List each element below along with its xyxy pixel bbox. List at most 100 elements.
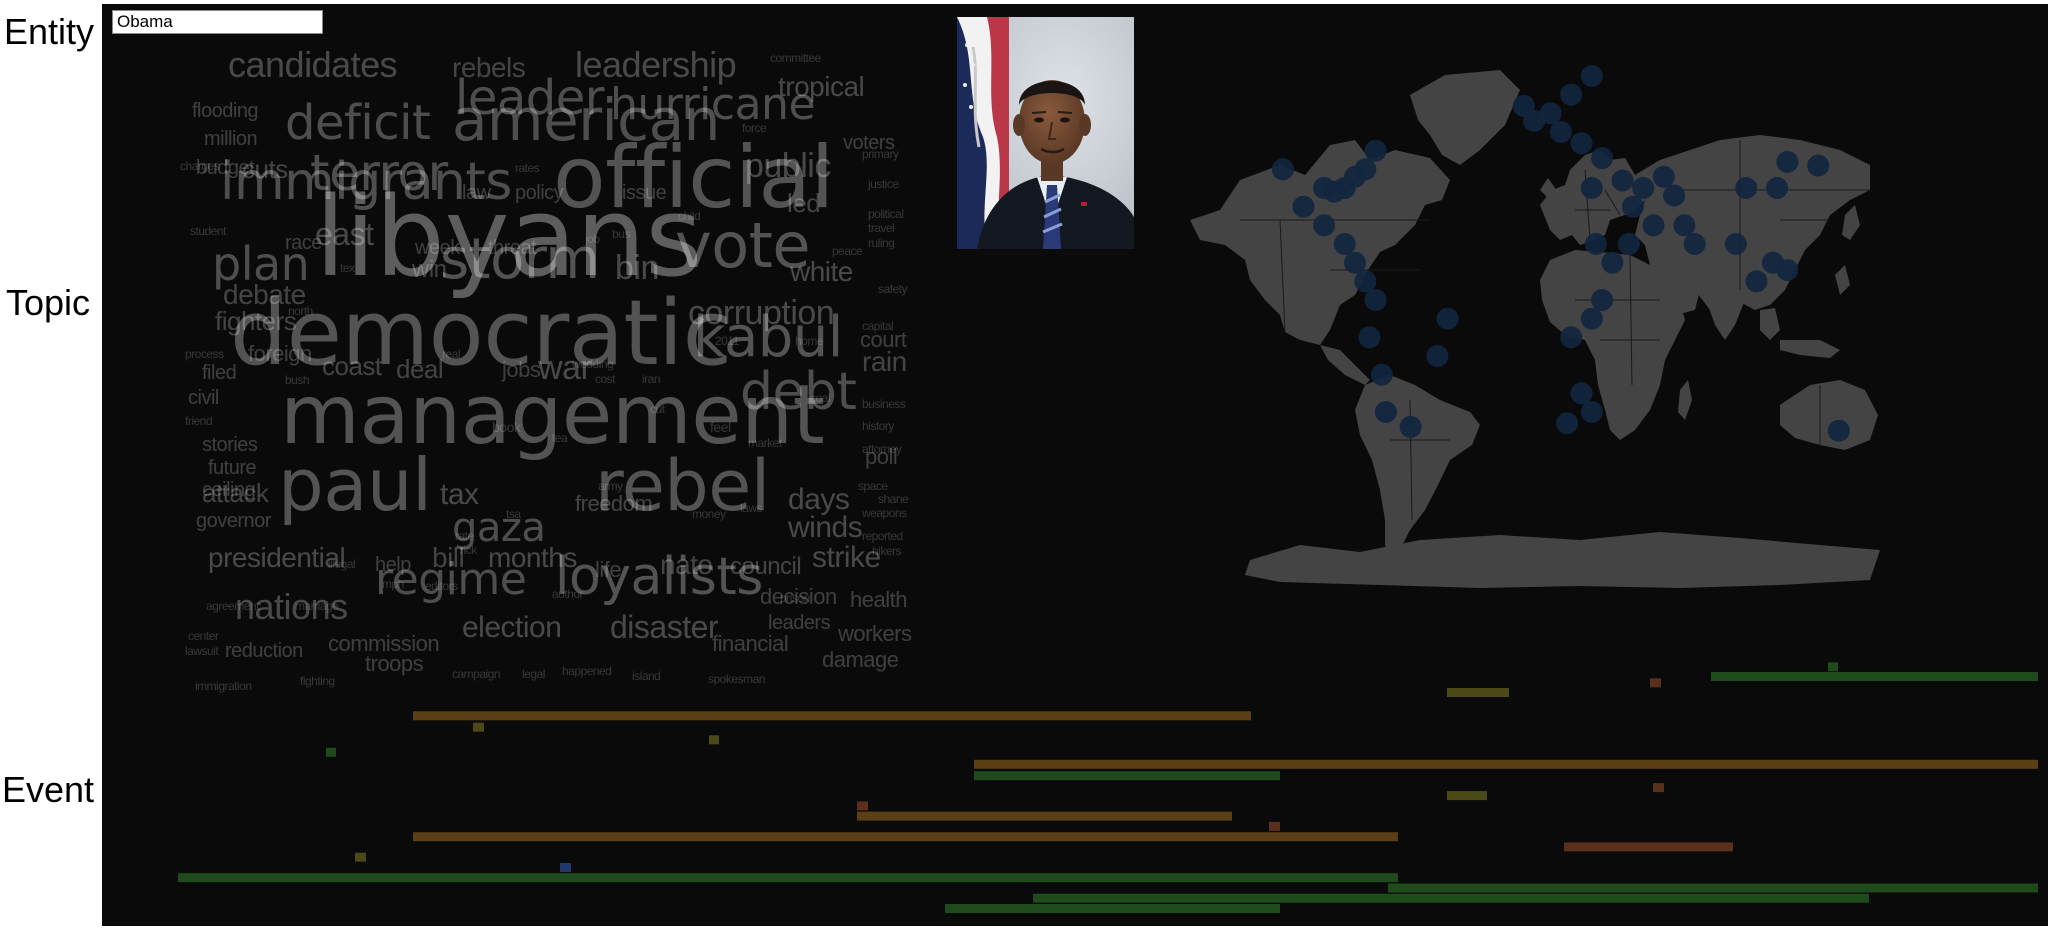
map-marker[interactable]: [1374, 401, 1397, 423]
map-marker[interactable]: [1271, 158, 1294, 181]
event-bar[interactable]: [1564, 842, 1733, 852]
map-marker[interactable]: [1580, 307, 1603, 330]
topic-word[interactable]: child: [678, 208, 701, 223]
map-marker[interactable]: [1344, 251, 1366, 274]
topic-word[interactable]: council: [730, 552, 802, 580]
topic-word[interactable]: author: [552, 586, 584, 601]
topic-word[interactable]: fighters: [215, 305, 297, 336]
map-marker[interactable]: [1580, 177, 1603, 199]
topic-word[interactable]: days: [788, 482, 850, 516]
topic-word[interactable]: immigration: [195, 678, 252, 693]
topic-word[interactable]: months: [488, 542, 577, 574]
event-bar[interactable]: [974, 759, 2038, 769]
map-marker[interactable]: [1354, 158, 1377, 181]
topic-word[interactable]: budget: [196, 157, 255, 179]
topic-word[interactable]: bin: [615, 249, 659, 288]
topic-word[interactable]: troops: [365, 651, 424, 677]
topic-word[interactable]: life: [595, 557, 622, 583]
topic-word[interactable]: rain: [862, 346, 907, 378]
topic-word[interactable]: war: [538, 349, 592, 388]
topic-word[interactable]: space: [858, 478, 888, 493]
topic-word[interactable]: management: [280, 368, 825, 464]
map-marker[interactable]: [1292, 195, 1315, 218]
topic-word[interactable]: immigrants: [220, 151, 512, 212]
topic-word[interactable]: wedding: [572, 356, 614, 371]
event-bar[interactable]: [355, 852, 366, 862]
map-marker[interactable]: [1399, 415, 1422, 438]
event-bar[interactable]: [1653, 783, 1664, 793]
topic-word[interactable]: presidential: [208, 542, 346, 574]
topic-word[interactable]: election: [462, 610, 562, 644]
topic-word[interactable]: deficit: [285, 95, 431, 152]
topic-word[interactable]: civil: [188, 387, 219, 409]
topic-word[interactable]: force: [742, 120, 767, 135]
topic-word[interactable]: corruption: [688, 294, 835, 333]
map-marker[interactable]: [1549, 121, 1572, 143]
topic-word[interactable]: capital: [862, 318, 894, 333]
map-marker[interactable]: [1807, 154, 1830, 177]
topic-word[interactable]: tea: [552, 430, 568, 445]
topic-word[interactable]: political: [868, 206, 904, 221]
topic-word[interactable]: led: [787, 187, 821, 218]
topic-word[interactable]: reported: [862, 528, 903, 543]
topic-word[interactable]: deal: [396, 353, 444, 384]
topic-word[interactable]: marriage: [295, 598, 339, 613]
topic-word[interactable]: filed: [202, 362, 237, 384]
topic-word[interactable]: attack: [202, 477, 269, 508]
topic-word[interactable]: illegal: [328, 556, 356, 571]
topic-word[interactable]: american: [452, 85, 720, 154]
topic-word[interactable]: bus: [612, 226, 630, 241]
topic-word[interactable]: decision: [760, 584, 837, 610]
topic-word[interactable]: rate: [455, 528, 474, 543]
topic-word[interactable]: hurricane: [610, 78, 816, 130]
topic-word[interactable]: hikers: [872, 543, 902, 558]
topic-word[interactable]: bill: [432, 542, 465, 574]
map-marker[interactable]: [1776, 259, 1799, 282]
topic-word[interactable]: legal: [522, 666, 545, 681]
map-marker[interactable]: [1617, 233, 1640, 255]
topic-word[interactable]: kabul: [693, 305, 843, 371]
map-marker[interactable]: [1313, 214, 1336, 237]
event-bar[interactable]: [1447, 688, 1509, 697]
topic-word[interactable]: health: [850, 587, 907, 613]
event-bar[interactable]: [974, 771, 1280, 781]
map-marker[interactable]: [1663, 184, 1686, 207]
topic-word[interactable]: shane: [878, 491, 909, 506]
event-bar[interactable]: [1828, 662, 1838, 672]
topic-word[interactable]: committee: [770, 50, 821, 65]
topic-word[interactable]: rates: [515, 160, 540, 175]
map-marker[interactable]: [1673, 214, 1696, 237]
map-marker[interactable]: [1591, 147, 1614, 170]
map-marker[interactable]: [1426, 345, 1449, 367]
map-marker[interactable]: [1827, 419, 1850, 442]
topic-word[interactable]: jobs: [502, 357, 541, 383]
topic-word[interactable]: money: [692, 506, 726, 521]
map-marker[interactable]: [1358, 326, 1381, 349]
map-marker[interactable]: [1556, 412, 1579, 435]
topic-word[interactable]: coast: [322, 350, 382, 381]
topic-word[interactable]: financial: [712, 631, 789, 657]
topic-word[interactable]: student: [190, 223, 226, 238]
topic-word[interactable]: white: [790, 256, 853, 288]
topic-word[interactable]: loyalists: [555, 546, 763, 607]
topic-word[interactable]: army: [598, 478, 623, 493]
map-marker[interactable]: [1354, 270, 1377, 293]
topic-word[interactable]: governor: [196, 510, 271, 532]
topic-word[interactable]: candidates: [228, 44, 398, 86]
topic-word[interactable]: island: [632, 668, 661, 683]
topic-word[interactable]: editors: [425, 578, 458, 593]
topic-word[interactable]: leader: [455, 70, 605, 127]
map-marker[interactable]: [1611, 169, 1634, 192]
topic-word[interactable]: market: [748, 435, 782, 450]
topic-word[interactable]: 2011: [715, 333, 739, 348]
map-marker[interactable]: [1766, 177, 1789, 199]
topic-word[interactable]: lawsuit: [185, 643, 219, 658]
topic-word[interactable]: regime: [375, 553, 527, 605]
event-bar[interactable]: [945, 904, 1280, 913]
topic-word[interactable]: peace: [832, 243, 863, 258]
topic-word[interactable]: cut: [650, 401, 665, 416]
topic-word[interactable]: reduction: [225, 640, 303, 662]
topic-word[interactable]: stories: [202, 434, 258, 456]
topic-word[interactable]: north: [288, 303, 313, 318]
topic-word[interactable]: leadership: [575, 44, 737, 86]
